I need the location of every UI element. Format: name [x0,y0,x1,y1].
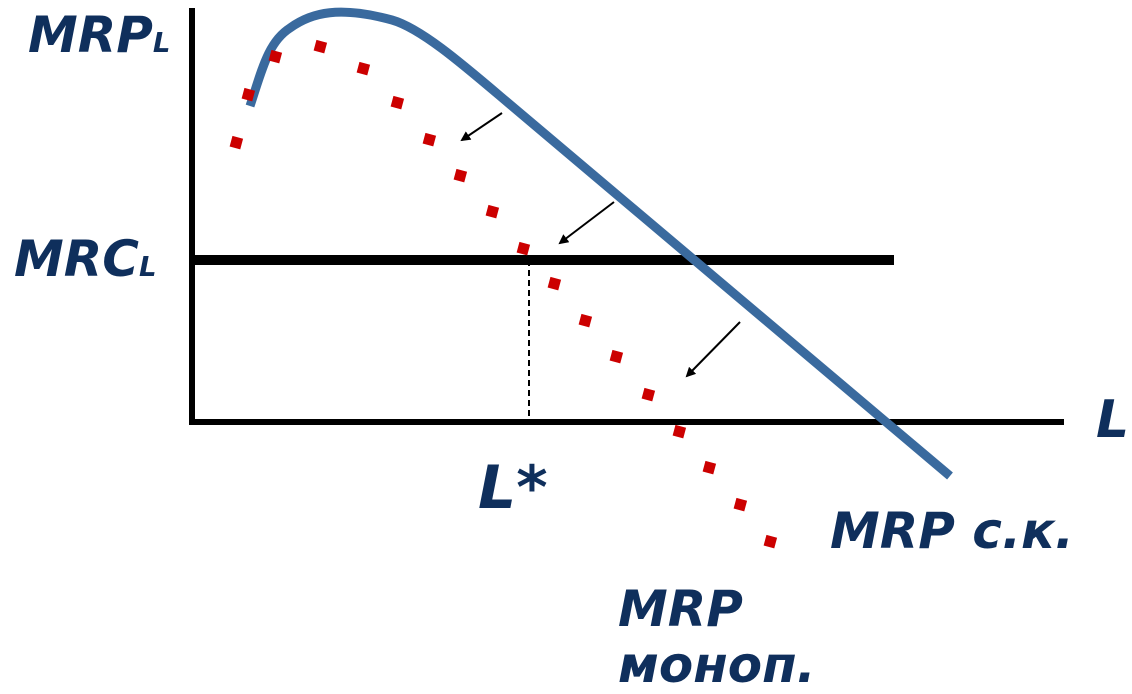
mrp-competitive-curve [245,7,953,480]
monopoly-curve-label-line2: моноп. [618,636,816,694]
x-axis-label: L [1096,390,1130,450]
mrc-label-main: MRC [14,230,139,288]
shift-arrow-2 [558,201,615,245]
mrc-label-sub: L [138,251,157,283]
y-axis-label-sub: L [152,27,171,59]
mrc-label: MRCL [14,234,156,284]
shift-arrow-3 [685,321,741,378]
monopoly-curve-label-line1: MRP [618,580,743,638]
competitive-curve-label: MRP с.к. [830,502,1074,560]
mrp-monopoly-curve [229,39,778,549]
shift-arrow-1 [460,112,503,142]
y-axis-label-main: MRP [28,6,153,64]
equilibrium-label: L* [478,453,548,523]
y-axis-label: MRPL [28,10,170,60]
